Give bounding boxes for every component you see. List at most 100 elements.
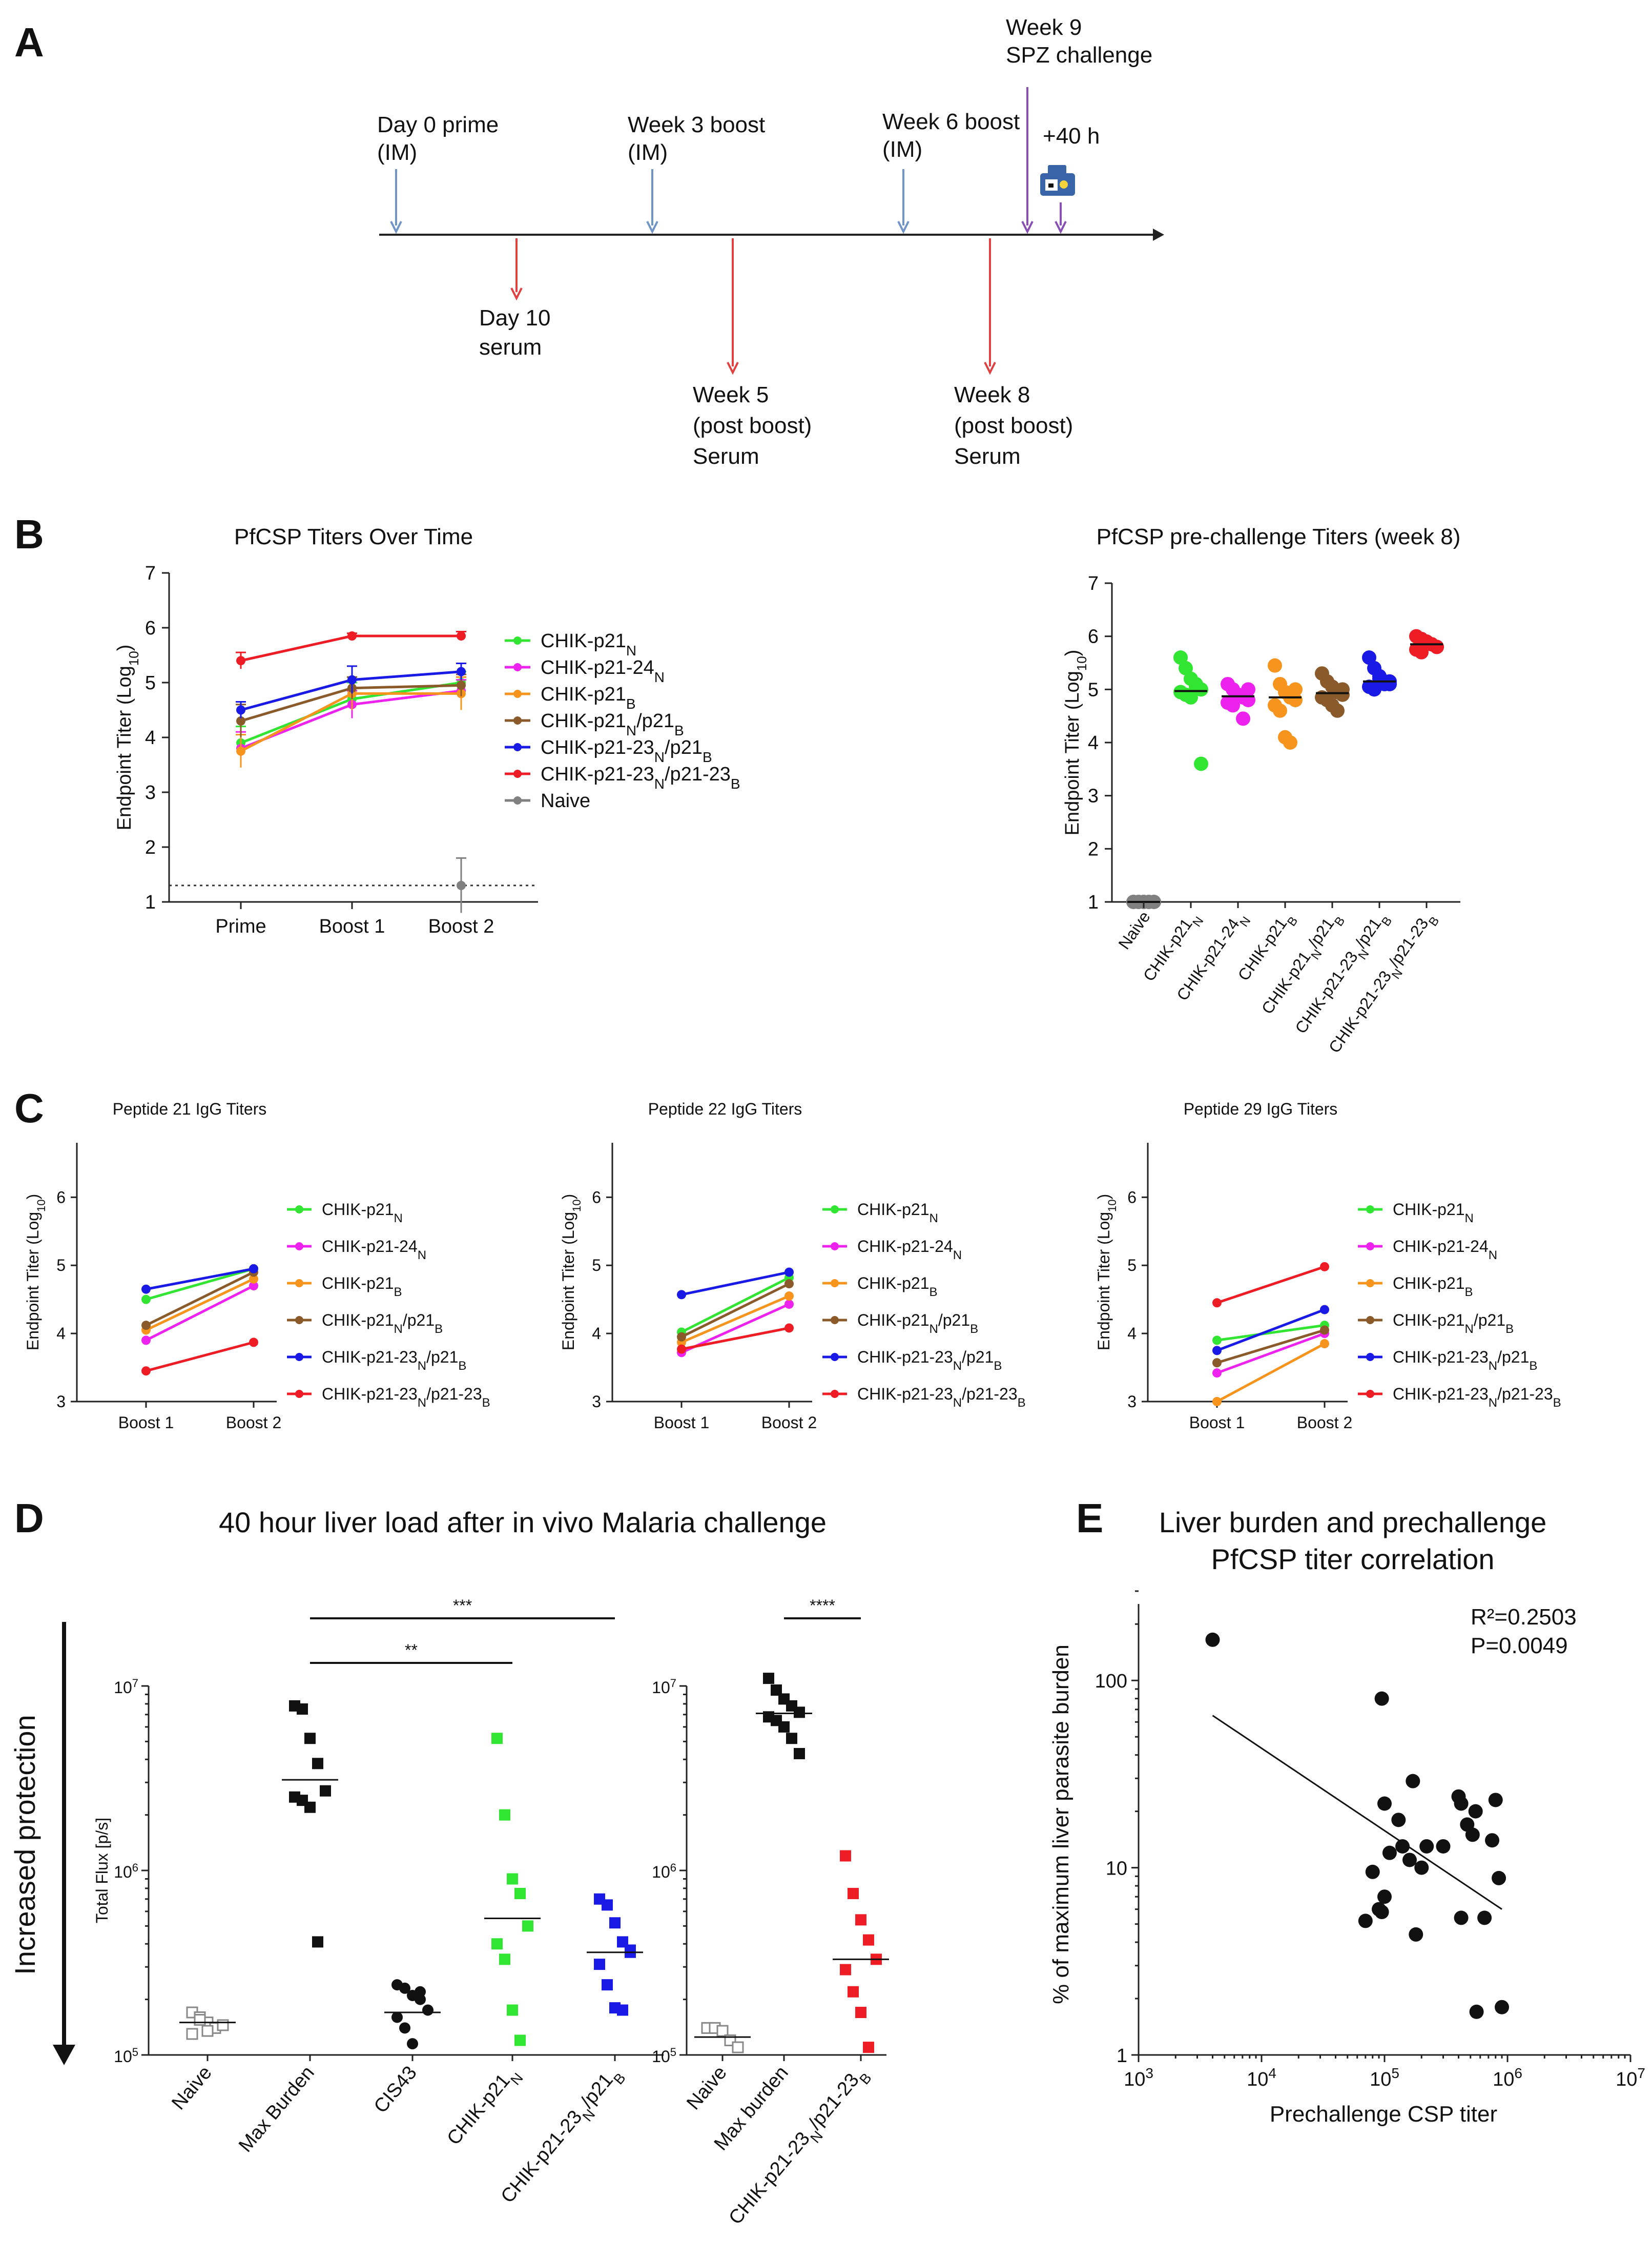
legend-label: CHIK-p21B (541, 684, 636, 712)
data-point (677, 1290, 686, 1300)
data-point (422, 2004, 433, 2016)
protection-arrow-head (53, 2045, 75, 2065)
x-tick-label: Boost 2 (761, 1413, 817, 1432)
data-point (840, 1964, 851, 1976)
data-point (1477, 1910, 1492, 1925)
data-point (236, 656, 245, 666)
y-axis-label: Endpoint Titer (Log10) (114, 645, 141, 831)
data-point (1492, 1870, 1506, 1885)
data-point (186, 2028, 198, 2040)
data-point (1184, 690, 1198, 705)
data-point (840, 1850, 851, 1862)
legend-label: CHIK-p21-23N/p21-23B (322, 1385, 490, 1410)
data-point (1395, 1839, 1410, 1854)
data-point (249, 1274, 258, 1284)
chart-liver-load: 40 hour liver load after in vivo Malaria… (9, 1506, 889, 2233)
data-point (1212, 1335, 1222, 1345)
y-tick-label: 6 (1088, 626, 1099, 648)
data-point (415, 1986, 426, 1998)
legend-marker (513, 796, 522, 805)
significance-label: **** (810, 1596, 835, 1615)
data-point (1212, 1346, 1222, 1355)
data-point (347, 631, 357, 641)
y-tick-label: 3 (1127, 1392, 1137, 1411)
data-point (778, 1721, 790, 1733)
x-tick-label: CHIK-p21-23N/p21-23B (725, 2062, 874, 2233)
legend-marker (295, 1205, 303, 1213)
y-tick-label: 105 (652, 2046, 676, 2066)
legend-label: CHIK-p21N (541, 630, 636, 659)
x-tick-label: Max Burden (235, 2062, 319, 2156)
legend-label: CHIK-p21N (322, 1200, 403, 1225)
data-point (784, 1323, 794, 1333)
legend-label: CHIK-p21-23N/p21-23B (541, 764, 740, 792)
label-serum-week5: Week 5 (post boost) Serum (693, 382, 812, 469)
data-point (1485, 1833, 1500, 1848)
data-point (399, 2022, 410, 2034)
data-point (1320, 1325, 1329, 1335)
legend-marker (513, 743, 522, 751)
data-point (1358, 1914, 1373, 1928)
x-tick-label: 104 (1247, 2065, 1276, 2091)
legend-marker (831, 1353, 839, 1361)
data-point (1374, 1691, 1389, 1706)
y-tick-label: 4 (592, 1324, 601, 1343)
legend-label: CHIK-p21-24N (322, 1237, 426, 1262)
y-tick-label: 2 (145, 837, 156, 858)
legend-label: CHIK-p21-24N (1393, 1237, 1497, 1262)
data-point (1465, 1827, 1480, 1842)
stat-annotation: R²=0.2503 (1471, 1604, 1577, 1630)
arrow-imaging (1055, 202, 1067, 234)
x-tick-label: Boost 1 (319, 916, 385, 937)
y-tick-label: 3 (1088, 786, 1099, 807)
significance-label: *** (453, 1596, 472, 1615)
y-tick-label: 1 (1088, 892, 1099, 913)
series-line (146, 1267, 254, 1291)
label-imaging: +40 h (1043, 124, 1100, 149)
legend-label: CHIK-p21B (1393, 1274, 1473, 1299)
data-point (304, 1733, 316, 1744)
data-point (201, 2025, 214, 2037)
y-tick-label: 107 (114, 1677, 138, 1697)
series-line (1216, 1329, 1325, 1364)
legend-label: CHIK-p21-23N/p21B (322, 1348, 466, 1373)
x-tick-label: 105 (1370, 2065, 1399, 2091)
y-axis-label: Endpoint Titer (Log10) (1062, 650, 1089, 836)
series-line (680, 1282, 790, 1338)
legend-label: CHIK-p21-23N/p21B (541, 737, 712, 765)
data-point (784, 1279, 794, 1289)
y-tick-label: 3 (145, 782, 156, 804)
data-point (732, 2041, 744, 2053)
data-point (1330, 703, 1345, 718)
data-point (141, 1366, 151, 1376)
camera-icon (1040, 165, 1075, 196)
y-axis-label: Total Flux [p/s] (93, 1818, 111, 1923)
data-point (304, 1801, 316, 1813)
chart-peptide-29: Peptide 29 IgG Titers 3 4 5 6 Boost 1 Boost 2 E… (1095, 1100, 1561, 1432)
data-point (1241, 682, 1255, 697)
data-point (141, 1335, 151, 1345)
x-tick-label: 107 (1616, 2065, 1645, 2091)
y-tick-label: 6 (145, 618, 156, 639)
legend-marker (513, 690, 522, 698)
data-point (617, 2004, 628, 2016)
legend-label: Naive (541, 790, 590, 812)
data-point (249, 1264, 258, 1273)
arrow-serum-day10 (510, 238, 523, 301)
legend-marker (295, 1316, 303, 1324)
series-line (145, 1278, 255, 1331)
x-tick-label: Boost 1 (1189, 1413, 1245, 1432)
data-point (1406, 1774, 1420, 1788)
data-point (249, 1338, 258, 1347)
chart-title: 40 hour liver load after in vivo Malaria… (219, 1506, 827, 1538)
data-point (1212, 1397, 1222, 1406)
legend-marker (1366, 1390, 1374, 1398)
data-point (514, 1887, 526, 1899)
data-point (863, 2042, 874, 2053)
stat-annotation: P=0.0049 (1471, 1633, 1568, 1658)
chart-liver-burden-correlation: Liver burden and prechallenge PfCSP titer… (1048, 1506, 1645, 2127)
data-point (784, 1291, 794, 1301)
data-point (217, 2019, 229, 2031)
series-line (145, 1271, 255, 1327)
legend-marker (831, 1279, 839, 1287)
